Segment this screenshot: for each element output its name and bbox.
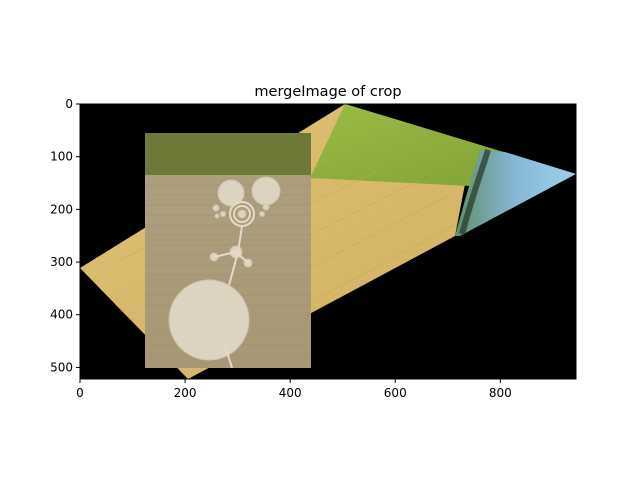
x-tick-label: 600 (384, 386, 407, 400)
x-tick-label: 800 (489, 386, 512, 400)
crop-path-branches (213, 250, 249, 264)
overlay-image (145, 133, 311, 369)
crop-dot-1 (212, 204, 220, 212)
x-tick-label: 0 (76, 386, 84, 400)
y-tick-label: 400 (50, 308, 73, 322)
crop-circle-pattern (168, 176, 281, 369)
axes-frame (79, 103, 577, 380)
y-tick-label: 0 (65, 97, 73, 111)
field-tree-line (459, 149, 491, 235)
plot-area (80, 104, 576, 379)
crop-circle-top-right (251, 176, 281, 206)
y-tick-label: 200 (50, 202, 73, 216)
y-tick-label: 300 (50, 255, 73, 269)
crop-dot-3 (262, 203, 270, 211)
y-axis: 0 100 200 300 400 500 (50, 97, 80, 374)
field-water-strip (455, 150, 576, 236)
crop-circle-large (168, 279, 250, 361)
crop-dot-2 (220, 211, 226, 217)
crop-path-tail (224, 344, 233, 369)
overlay-top-band (145, 133, 311, 175)
crop-circle-top-left (217, 179, 245, 207)
y-tick-label: 100 (50, 150, 73, 164)
x-tick-label: 200 (174, 386, 197, 400)
chart-title: mergeImage of crop (254, 84, 401, 100)
x-axis: 0 200 400 600 800 (76, 379, 512, 400)
crop-circle-ring-middle (233, 205, 251, 223)
crop-dot-5 (214, 213, 220, 219)
crop-circle-ring-inner (237, 209, 247, 219)
y-tick-label: 500 (50, 360, 73, 374)
x-tick-label: 400 (279, 386, 302, 400)
crop-path-stem (224, 225, 243, 301)
crop-dot-4 (259, 211, 265, 217)
